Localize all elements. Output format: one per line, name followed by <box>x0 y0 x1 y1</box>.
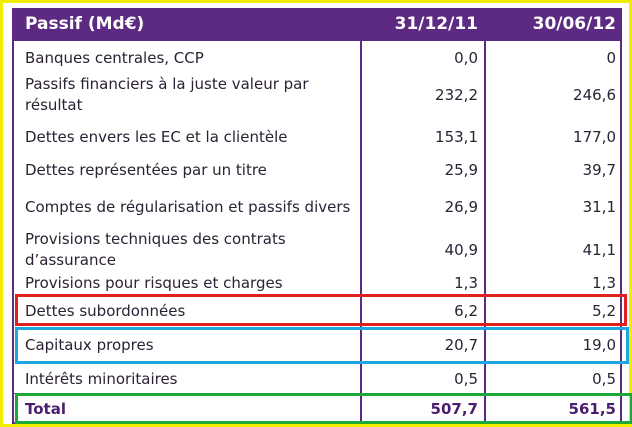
row-label: Provisions techniques des contrats d’ass… <box>25 230 286 269</box>
column-divider <box>360 8 362 424</box>
value-cell: 0,0 <box>454 48 478 67</box>
value-cell: 41,1 <box>582 240 616 259</box>
column-header: Passif (Md€) <box>25 14 145 34</box>
row-label: Total <box>25 399 66 418</box>
column-header: 30/06/12 <box>532 14 616 34</box>
row-label: Intérêts minoritaires <box>25 370 178 388</box>
value-cell: 5,2 <box>592 302 616 320</box>
value-cell: 561,5 <box>568 399 616 418</box>
row-label: Comptes de régularisation et passifs div… <box>25 197 351 216</box>
row-label: Passifs financiers à la juste valeur par… <box>25 75 309 114</box>
column-header: 31/12/11 <box>394 14 478 34</box>
row-label: Dettes subordonnées <box>25 302 186 320</box>
highlight-red <box>15 294 627 326</box>
value-cell: 1,3 <box>454 273 478 292</box>
value-cell: 40,9 <box>444 240 478 259</box>
row-label: Banques centrales, CCP <box>25 48 204 67</box>
row-label: Dettes envers les EC et la clientèle <box>25 127 288 146</box>
value-cell: 507,7 <box>430 399 478 418</box>
value-cell: 20,7 <box>444 336 478 354</box>
value-cell: 232,2 <box>435 85 478 104</box>
row-label: Provisions pour risques et charges <box>25 273 283 292</box>
value-cell: 31,1 <box>582 197 616 216</box>
highlight-blue <box>15 327 629 364</box>
value-cell: 39,7 <box>582 160 616 179</box>
header-band <box>12 8 622 41</box>
value-cell: 0,5 <box>454 370 478 388</box>
value-cell: 6,2 <box>454 302 478 320</box>
row-label: Dettes représentées par un titre <box>25 160 267 179</box>
value-cell: 25,9 <box>444 160 478 179</box>
value-cell: 153,1 <box>435 127 478 146</box>
value-cell: 0 <box>606 48 616 67</box>
value-cell: 246,6 <box>573 85 616 104</box>
value-cell: 177,0 <box>573 127 616 146</box>
row-label: Capitaux propres <box>25 336 154 354</box>
value-cell: 0,5 <box>592 370 616 388</box>
value-cell: 1,3 <box>592 273 616 292</box>
column-divider <box>484 8 486 424</box>
highlight-green <box>15 393 632 424</box>
value-cell: 26,9 <box>444 197 478 216</box>
value-cell: 19,0 <box>582 336 616 354</box>
